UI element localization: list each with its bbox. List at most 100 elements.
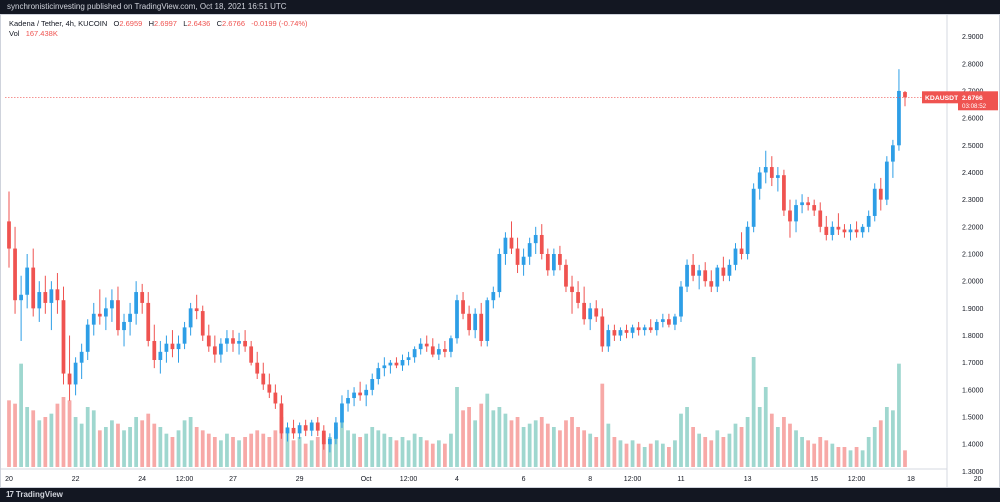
volume-bar	[31, 410, 36, 467]
price-tick-label: 2.8000	[962, 61, 984, 68]
candle-body	[243, 340, 247, 347]
candle-body	[43, 292, 48, 303]
volume-bar	[897, 363, 901, 467]
candle-body	[606, 330, 611, 347]
candle-body	[491, 292, 496, 301]
legend-volume-value: 167.438K	[25, 29, 58, 38]
time-tick-label: 20	[974, 476, 982, 483]
candle-body	[515, 248, 520, 265]
volume-bar	[122, 430, 126, 467]
candle-body	[291, 427, 296, 434]
volume-bar	[685, 407, 689, 467]
legend-ohlc-line: Kadena / Tether, 4h, KUCOIN O2.6959 H2.6…	[9, 19, 308, 29]
candle-body	[757, 172, 762, 189]
candle-body	[394, 362, 399, 366]
candle-body	[279, 403, 284, 434]
candle-body	[545, 254, 550, 271]
volume-bar	[406, 440, 411, 467]
volume-bar	[775, 427, 780, 467]
legend-close: 2.6766	[222, 19, 245, 28]
tradingview-logo[interactable]: 17 TradingView	[6, 488, 63, 502]
candlestick-chart[interactable]: 2.90002.80002.70002.60002.50002.40002.30…	[1, 15, 999, 487]
price-tick-label: 2.2000	[962, 224, 984, 231]
volume-bar	[170, 437, 175, 467]
candle-body	[19, 294, 23, 301]
candle-body	[206, 335, 211, 347]
volume-bar	[91, 410, 96, 467]
volume-bars	[7, 357, 907, 467]
volume-bar	[533, 420, 538, 467]
candle-body	[297, 425, 302, 434]
volume-bar	[55, 403, 60, 467]
candle-body	[376, 368, 381, 380]
volume-bar	[576, 427, 580, 467]
candle-body	[521, 256, 526, 265]
candle-body	[321, 430, 326, 445]
volume-bar	[261, 433, 266, 467]
volume-bar	[358, 437, 363, 467]
price-tick-label: 1.5000	[962, 415, 984, 422]
legend-volume-line: Vol 167.438K	[9, 29, 308, 39]
price-tick-label: 2.3000	[962, 197, 984, 204]
candle-body	[479, 313, 484, 341]
volume-bar	[19, 363, 23, 467]
volume-bar	[630, 440, 635, 467]
volume-bar	[521, 427, 526, 467]
volume-bar	[321, 433, 326, 467]
price-tick-label: 2.6000	[962, 116, 984, 123]
publisher-text: synchronisticinvesting published on Trad…	[7, 2, 287, 11]
time-tick-label: 13	[744, 476, 752, 483]
volume-bar	[751, 357, 756, 467]
volume-bar	[297, 437, 302, 467]
candle-body	[140, 292, 145, 303]
candle-body	[485, 300, 490, 341]
candle-body	[200, 311, 205, 336]
volume-bar	[412, 433, 417, 467]
volume-bar	[340, 420, 344, 467]
time-tick-label: 18	[907, 476, 915, 483]
candle-body	[303, 425, 308, 431]
volume-bar	[388, 437, 393, 467]
volume-bar	[140, 420, 145, 467]
candle-body	[455, 300, 459, 339]
candle-body	[703, 270, 708, 282]
volume-bar	[539, 417, 544, 467]
symbol-tag	[922, 91, 958, 104]
candle-body	[315, 422, 320, 431]
candle-body	[188, 308, 193, 328]
candle-body	[812, 205, 817, 211]
candle-body	[564, 264, 568, 287]
volume-bar	[606, 423, 611, 467]
candle-body	[830, 226, 835, 235]
volume-bar	[291, 440, 296, 467]
candle-body	[588, 308, 593, 320]
volume-bar	[564, 420, 568, 467]
price-tick-label: 2.0000	[962, 279, 984, 286]
legend-high: 2.6997	[154, 19, 177, 28]
chart-area[interactable]: Kadena / Tether, 4h, KUCOIN O2.6959 H2.6…	[0, 14, 1000, 488]
volume-bar	[152, 423, 157, 467]
candle-body	[194, 308, 199, 312]
volume-bar	[473, 420, 478, 467]
candle-body	[164, 343, 169, 352]
volume-bar	[654, 440, 659, 467]
volume-bar	[800, 437, 804, 467]
candle-body	[225, 338, 229, 344]
volume-bar	[116, 423, 120, 467]
candle-body	[85, 324, 90, 352]
price-axis[interactable]: 2.90002.80002.70002.60002.50002.40002.30…	[946, 15, 984, 487]
candle-body	[497, 254, 502, 293]
candle-body	[636, 327, 641, 331]
volume-bar	[467, 407, 471, 467]
volume-bar	[866, 437, 871, 467]
publisher-bar: synchronisticinvesting published on Trad…	[0, 0, 1000, 14]
volume-bar	[600, 383, 605, 467]
volume-bar	[509, 420, 514, 467]
volume-bar	[443, 443, 447, 467]
time-axis[interactable]: 20 22 24 12:00 27 29 Oct 12:00 4 6 8 12:00 11 13 15 12:…	[1, 468, 982, 483]
candle-body	[103, 308, 108, 317]
candle-body	[122, 321, 126, 331]
candle-body	[212, 346, 217, 355]
candle-body	[624, 330, 629, 333]
volume-bar	[200, 430, 205, 467]
